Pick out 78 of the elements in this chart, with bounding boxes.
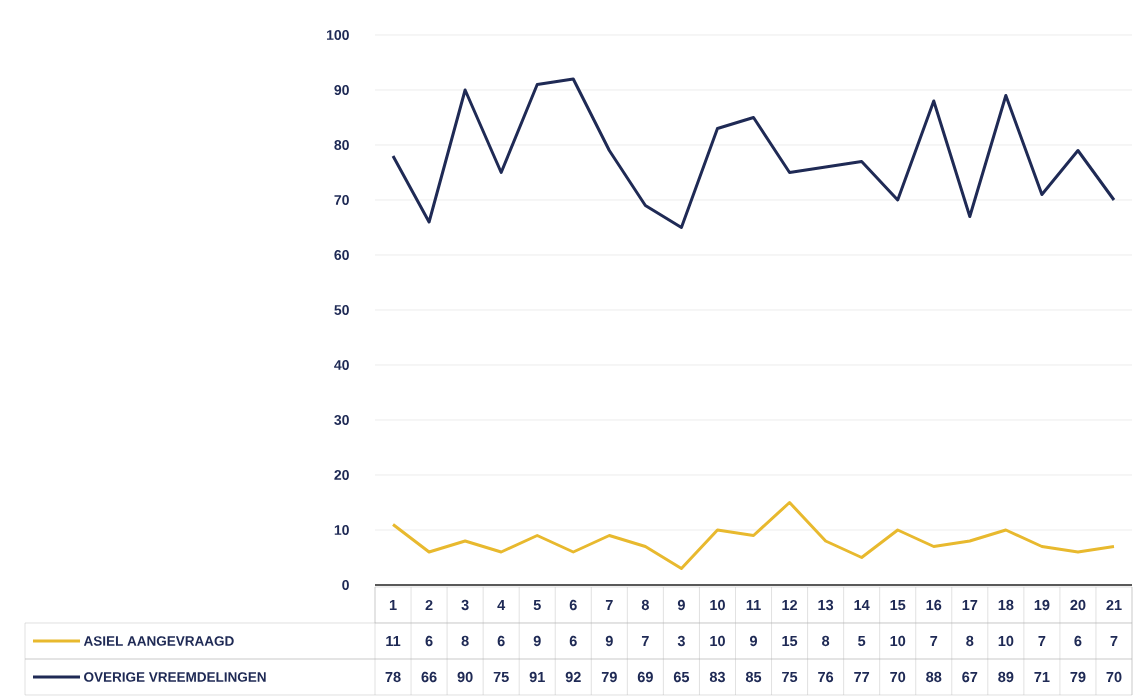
x-tick-label: 19 [1034,599,1050,611]
x-tick-label: 12 [782,599,798,611]
data-label: 8 [966,635,974,647]
data-label: 67 [962,671,978,683]
x-tick-label: 14 [854,600,870,610]
data-label: 91 [529,671,545,683]
data-label: 89 [998,671,1014,683]
data-label: 70 [890,671,906,683]
x-tick-label: 1 [389,600,397,610]
data-label: 79 [1070,671,1086,683]
y-tick-label: 20 [334,470,349,480]
data-label: 8 [822,635,830,647]
data-label: 9 [605,635,613,647]
data-label: 7 [1110,636,1118,646]
data-label: 9 [749,635,758,647]
data-label: 10 [998,635,1014,647]
x-tick-label: 3 [461,599,469,611]
data-label: 88 [926,671,942,683]
x-tick-label: 9 [677,599,685,611]
data-label: 6 [425,635,433,647]
x-tick-label: 20 [1070,599,1086,611]
y-tick-label: 90 [334,85,349,95]
data-label: 70 [1106,671,1122,683]
x-tick-label: 2 [425,599,433,611]
y-tick-label: 100 [326,30,349,40]
y-tick-label: 70 [334,195,349,205]
x-tick-label: 16 [926,599,942,611]
data-label: 85 [745,671,762,683]
data-label: 69 [637,671,653,683]
legend-label: ASIEL AANGEVRAAGD [83,636,234,646]
data-label: 9 [533,635,541,647]
data-label: 10 [710,635,725,647]
x-tick-label: 17 [962,600,978,610]
x-tick-label: 7 [605,600,613,610]
y-tick-label: 0 [342,580,349,590]
x-tick-label: 13 [818,599,834,611]
line-series [391,77,1116,229]
data-label: 77 [854,672,870,682]
data-label: 3 [677,635,685,647]
legend-label: OVERIGE VREEMDELINGEN [84,672,266,682]
data-label: 90 [457,671,473,683]
data-label: 15 [782,635,798,647]
data-label: 66 [421,671,437,683]
data-label: 78 [385,671,401,683]
data-label: 92 [565,671,581,683]
data-label: 75 [782,671,798,683]
data-label: 65 [673,671,690,683]
data-label: 83 [709,671,725,683]
data-label: 6 [497,635,505,647]
y-tick-label: 50 [334,305,349,315]
line-series [391,501,1116,570]
x-tick-label: 15 [890,599,906,611]
data-label: 7 [1038,636,1046,646]
data-label: 10 [890,635,906,647]
data-label: 79 [601,671,617,683]
data-label: 6 [1074,635,1082,647]
data-label: 5 [858,635,866,647]
y-tick-label: 30 [334,415,349,425]
data-label: 8 [461,635,469,647]
x-tick-label: 8 [641,599,649,611]
y-tick-label: 10 [334,525,349,535]
data-label: 6 [569,635,577,647]
x-tick-label: 10 [710,599,725,611]
data-label: 7 [930,636,938,646]
data-label: 76 [818,671,834,683]
y-tick-label: 60 [334,250,349,260]
x-tick-label: 4 [497,600,506,610]
y-tick-label: 40 [334,360,349,370]
x-tick-label: 6 [569,599,577,611]
x-tick-label: 5 [533,599,541,611]
x-tick-label: 11 [746,600,761,610]
x-tick-label: 18 [998,599,1014,611]
x-tick-label: 21 [1106,599,1122,611]
data-label: 7 [641,636,649,646]
data-label: 75 [493,671,509,683]
data-label: 11 [386,636,401,646]
data-label: 71 [1034,672,1050,682]
y-tick-label: 80 [334,140,349,150]
